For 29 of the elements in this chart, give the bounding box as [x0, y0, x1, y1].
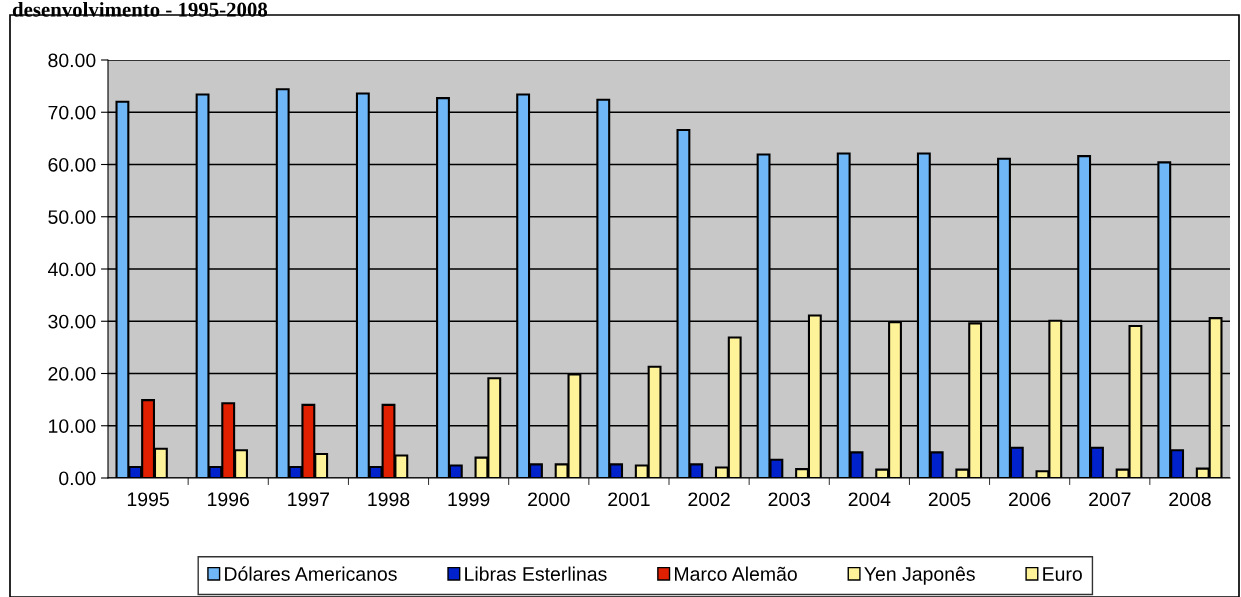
- x-tick-label: 2008: [1169, 492, 1211, 507]
- x-tick-label: 1998: [368, 492, 410, 507]
- legend-label: Yen Japonês: [864, 566, 975, 585]
- chart-title: desenvolvimento - 1995-2008: [12, 2, 268, 17]
- y-tick-label: 40.00: [47, 262, 96, 277]
- y-tick-label: 60.00: [48, 157, 96, 172]
- x-tick-label: 2005: [928, 492, 971, 507]
- legend-label: Libras Esterlinas: [465, 566, 607, 581]
- x-tick-label: 2001: [608, 492, 650, 507]
- x-tick-label: 1996: [208, 492, 249, 507]
- x-tick-label: 1999: [448, 492, 490, 507]
- x-tick-label: 1997: [288, 492, 330, 507]
- y-tick-label: 30.00: [48, 314, 96, 329]
- x-tick-label: 2002: [688, 492, 730, 507]
- x-tick-label: 2007: [1089, 492, 1131, 507]
- legend-label: Marco Alemão: [675, 566, 797, 581]
- y-tick-label: 10.00: [49, 419, 96, 433]
- x-tick-label: 1995: [127, 492, 169, 507]
- x-tick-label: 2004: [848, 492, 891, 507]
- y-tick-label: 20.00: [48, 366, 96, 381]
- y-tick-label: 0.00: [59, 471, 96, 486]
- legend-label: Euro: [1043, 567, 1082, 581]
- x-tick-label: 2006: [1009, 492, 1051, 507]
- x-tick-label: 2000: [528, 492, 570, 507]
- y-tick-label: 80.00: [48, 53, 96, 68]
- y-tick-label: 50.00: [48, 210, 96, 224]
- y-tick-label: 70.00: [48, 105, 96, 120]
- legend-label: Dólares Americanos: [225, 566, 397, 581]
- x-tick-label: 2003: [768, 492, 810, 507]
